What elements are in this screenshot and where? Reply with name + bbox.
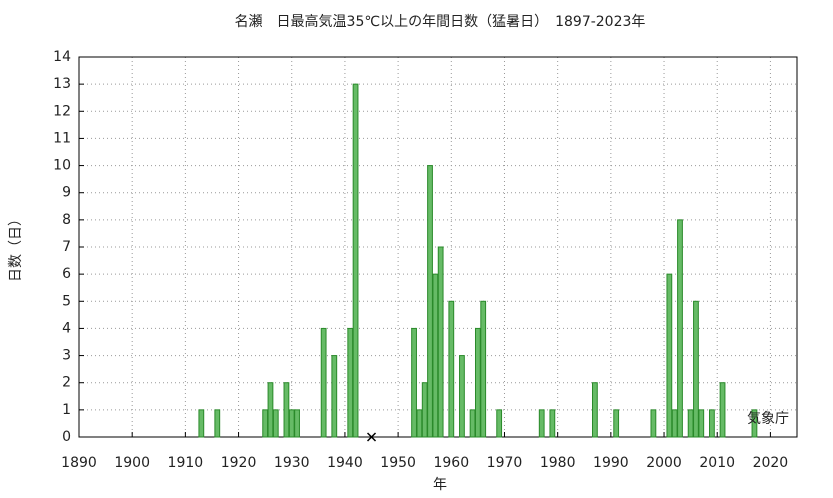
x-tick-label: 1970	[487, 455, 523, 471]
x-tick-label: 1990	[593, 455, 629, 471]
chart-title: 名瀬 日最高気温35℃以上の年間日数（猛暑日） 1897-2023年	[235, 13, 646, 30]
y-tick-label: 2	[62, 375, 71, 391]
y-tick-label: 9	[62, 185, 71, 201]
y-tick-label: 11	[53, 130, 71, 146]
y-tick-label: 1	[62, 402, 71, 418]
bar	[719, 382, 726, 438]
bar	[347, 327, 354, 438]
x-tick-label: 1910	[168, 455, 204, 471]
bar	[666, 273, 673, 438]
y-tick-label: 4	[62, 320, 71, 336]
x-tick-label: 2000	[646, 455, 682, 471]
y-axis-label: 日数（日）	[8, 212, 24, 282]
bar	[262, 409, 269, 438]
bar	[267, 382, 274, 438]
bar	[288, 409, 295, 438]
y-tick-label: 14	[53, 49, 71, 65]
y-tick-label: 5	[62, 293, 71, 309]
bar	[198, 409, 205, 438]
bar	[687, 409, 694, 438]
bar	[698, 409, 705, 438]
x-tick-label: 1950	[380, 455, 416, 471]
bar	[421, 382, 428, 438]
bar	[352, 83, 359, 438]
bar	[549, 409, 556, 438]
bar	[474, 327, 481, 438]
x-tick-label: 1940	[327, 455, 363, 471]
bar	[283, 382, 290, 438]
bar	[751, 409, 758, 438]
bar	[411, 327, 417, 438]
bar	[427, 165, 433, 438]
bar	[693, 300, 699, 438]
bar	[416, 409, 423, 438]
bar	[294, 409, 300, 438]
bar	[459, 355, 465, 438]
bar	[709, 409, 715, 438]
y-tick-label: 13	[53, 76, 71, 92]
bar	[496, 409, 503, 438]
x-tick-label: 2020	[753, 455, 789, 471]
x-tick-label: 1920	[221, 455, 257, 471]
x-tick-label: 1930	[274, 455, 310, 471]
bar	[437, 246, 444, 438]
bar	[432, 273, 439, 438]
x-tick-label: 1960	[433, 455, 469, 471]
x-tick-label: 1980	[540, 455, 576, 471]
y-tick-label: 0	[62, 429, 71, 445]
y-tick-label: 7	[62, 239, 71, 255]
y-tick-label: 6	[62, 266, 71, 282]
bar	[592, 382, 598, 438]
y-tick-label: 3	[62, 348, 71, 364]
y-tick-label: 8	[62, 212, 71, 228]
bar	[480, 300, 487, 438]
bar	[214, 409, 221, 438]
bar	[613, 409, 620, 438]
x-tick-label: 1900	[114, 455, 150, 471]
x-tick-label: 2010	[699, 455, 735, 471]
missing-marker	[366, 432, 377, 442]
bar	[469, 409, 476, 438]
bar	[650, 409, 657, 438]
bar	[538, 409, 545, 438]
annotation: 気象庁	[747, 411, 789, 427]
bar	[448, 300, 455, 438]
x-axis-label: 年	[433, 477, 447, 493]
y-tick-label: 10	[53, 158, 71, 174]
bar	[671, 409, 678, 438]
bar	[320, 327, 327, 438]
bar	[272, 409, 279, 438]
x-tick-label: 1890	[61, 455, 97, 471]
y-tick-label: 12	[53, 103, 71, 119]
bar	[331, 355, 338, 438]
bar	[677, 219, 683, 438]
